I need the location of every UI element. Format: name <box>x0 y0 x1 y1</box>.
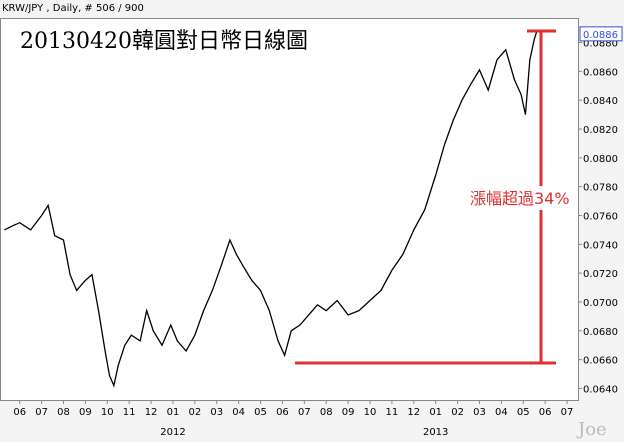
y-tick-label: 0.0640 <box>583 384 618 395</box>
x-tick-label: 04 <box>495 407 508 418</box>
y-tick-label: 0.0740 <box>583 240 618 251</box>
x-tick-label: 06 <box>276 407 289 418</box>
x-tick-label: 06 <box>13 407 26 418</box>
last-value-label: 0.0886 <box>583 30 618 41</box>
x-tick-label: 02 <box>188 407 201 418</box>
y-tick-label: 0.0860 <box>583 67 618 78</box>
x-tick-label: 10 <box>364 407 377 418</box>
y-tick-label: 0.0660 <box>583 356 618 367</box>
x-tick-label: 09 <box>342 407 355 418</box>
x-tick-label: 12 <box>145 407 158 418</box>
annotation: 漲幅超過34% <box>470 189 570 208</box>
y-tick-label: 0.0720 <box>583 269 618 280</box>
x-tick-label: 09 <box>79 407 92 418</box>
x-tick-label: 05 <box>517 407 530 418</box>
x-tick-label: 06 <box>539 407 552 418</box>
x-tick-label: 11 <box>386 407 399 418</box>
x-tick-label: 10 <box>101 407 114 418</box>
y-tick-label: 0.0840 <box>583 96 618 107</box>
x-tick-label: 01 <box>429 407 442 418</box>
y-tick-label: 0.0880 <box>583 39 618 50</box>
x-tick-label: 03 <box>210 407 223 418</box>
chart-title: 20130420韓圓對日幣日線圖 <box>20 29 308 54</box>
y-tick-label: 0.0760 <box>583 211 618 222</box>
y-tick-label: 0.0780 <box>583 183 618 194</box>
watermark: Joe <box>576 419 607 440</box>
y-tick-label: 0.0680 <box>583 327 618 338</box>
annotation-bg <box>466 186 576 210</box>
y-tick-label: 0.0800 <box>583 154 618 165</box>
x-tick-label: 07 <box>561 407 574 418</box>
y-tick-label: 0.0820 <box>583 125 618 136</box>
y-tick-label: 0.0700 <box>583 298 618 309</box>
x-tick-label: 07 <box>298 407 311 418</box>
x-tick-label: 07 <box>35 407 48 418</box>
last-value-box <box>579 26 623 42</box>
x-tick-label: 02 <box>451 407 464 418</box>
x-tick-label: 08 <box>57 407 70 418</box>
x-tick-label: 01 <box>167 407 180 418</box>
year-label: 2012 <box>160 427 185 438</box>
x-tick-label: 04 <box>232 407 245 418</box>
x-tick-label: 12 <box>407 407 420 418</box>
header: KRW/JPY , Daily, # 506 / 900 <box>2 3 144 14</box>
x-tick-label: 11 <box>123 407 136 418</box>
x-tick-label: 03 <box>473 407 486 418</box>
x-tick-label: 05 <box>254 407 267 418</box>
x-tick-label: 08 <box>320 407 333 418</box>
year-label: 2013 <box>423 427 448 438</box>
price-line <box>4 32 538 388</box>
